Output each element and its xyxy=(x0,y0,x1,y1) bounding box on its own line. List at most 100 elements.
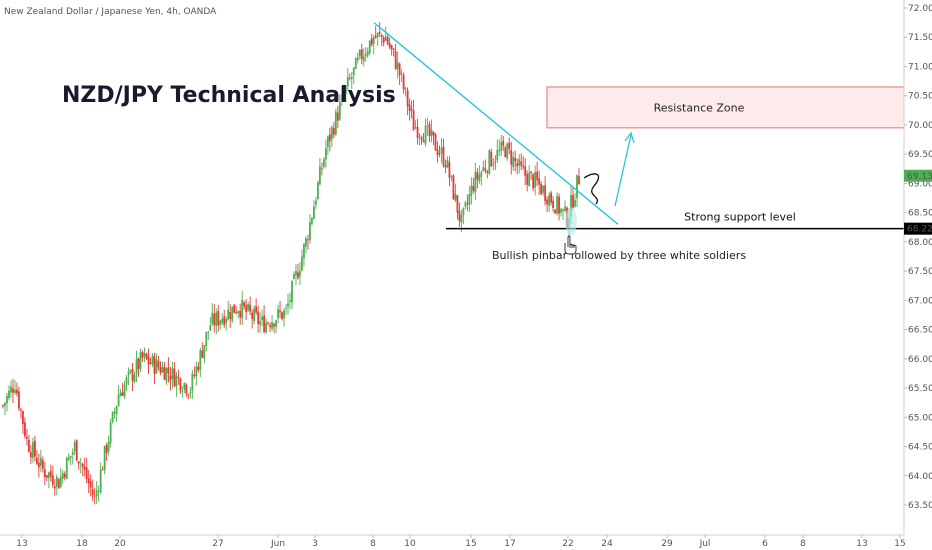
candle xyxy=(318,158,321,186)
candle-body xyxy=(350,76,353,80)
candle xyxy=(424,118,427,147)
candle xyxy=(91,479,94,501)
candle-body xyxy=(175,375,178,387)
candle xyxy=(350,71,353,89)
candle xyxy=(237,310,240,319)
candle xyxy=(532,173,535,192)
candle-body xyxy=(237,311,240,314)
candle xyxy=(542,184,545,196)
price-tick-label: 64.000 xyxy=(908,472,932,482)
candle-body xyxy=(235,312,238,314)
candle xyxy=(111,411,114,424)
candle-body xyxy=(299,270,301,277)
candle xyxy=(271,314,273,331)
candle-body xyxy=(26,436,28,439)
candle xyxy=(99,462,102,495)
candle-body xyxy=(520,161,523,166)
candle xyxy=(24,417,26,439)
candle xyxy=(506,142,509,161)
candle-body xyxy=(305,238,307,247)
candle-body xyxy=(530,171,533,173)
candle-body xyxy=(39,457,42,466)
candle-body xyxy=(173,368,176,387)
candle xyxy=(6,392,8,412)
candle xyxy=(297,264,299,280)
time-tick-label: Jul xyxy=(699,539,711,549)
candle-body xyxy=(8,390,10,398)
candle-body xyxy=(562,209,564,211)
candle xyxy=(311,216,313,226)
price-tick-label: 72.000 xyxy=(908,4,932,14)
candle xyxy=(450,175,453,182)
candle xyxy=(438,145,441,158)
candle xyxy=(448,156,451,187)
candle xyxy=(235,306,238,315)
candle xyxy=(151,353,154,368)
candle-body xyxy=(111,412,114,422)
candle xyxy=(159,361,162,376)
candle xyxy=(20,407,22,419)
candle xyxy=(183,382,186,393)
candle-body xyxy=(303,244,305,259)
candle xyxy=(207,331,210,341)
resistance-zone[interactable] xyxy=(546,86,905,129)
candle xyxy=(259,312,262,333)
candle-body xyxy=(10,386,12,393)
candle xyxy=(97,485,100,502)
candle-body xyxy=(205,332,208,346)
candle xyxy=(171,361,174,389)
candle-body xyxy=(247,303,250,311)
candle-body xyxy=(47,472,50,478)
candle xyxy=(394,43,397,71)
candle xyxy=(65,456,68,480)
descending-trendline[interactable] xyxy=(373,22,619,225)
candle-body xyxy=(388,43,391,48)
candle xyxy=(87,469,90,494)
candle-body xyxy=(502,140,505,146)
candle-body xyxy=(115,406,118,414)
candle-body xyxy=(412,110,415,131)
candle xyxy=(229,304,232,328)
current-price-badge xyxy=(904,169,932,182)
candle-body xyxy=(243,302,246,307)
hand-cursor-icon xyxy=(564,235,577,255)
candle-body xyxy=(133,375,136,382)
candle xyxy=(265,318,267,334)
candle-body xyxy=(504,147,507,158)
candle xyxy=(309,214,311,244)
candle xyxy=(213,303,216,333)
time-tick-label: 24 xyxy=(601,539,613,549)
candle xyxy=(301,249,303,272)
candle xyxy=(500,134,503,157)
candle xyxy=(57,478,60,489)
candle-body xyxy=(153,356,156,374)
candle-body xyxy=(344,85,347,95)
candle xyxy=(512,151,515,171)
candle-body xyxy=(267,323,269,325)
candle xyxy=(241,290,244,326)
candle-body xyxy=(123,384,126,397)
candle xyxy=(502,135,505,152)
candle-body xyxy=(418,135,421,137)
candle xyxy=(169,366,172,391)
candle xyxy=(263,305,265,334)
candle-body xyxy=(16,389,18,394)
candle-body xyxy=(147,356,150,365)
time-axis[interactable]: 13 18 20 27 Jun 3 8 10 15 17 22 24 29 Jul 6 8 13 15 xyxy=(16,535,906,549)
candle xyxy=(552,196,554,213)
candle-body xyxy=(348,77,351,79)
candle-body xyxy=(364,54,367,57)
candle xyxy=(51,465,54,488)
candle-body xyxy=(261,316,264,320)
candle-body xyxy=(340,94,343,102)
candle-body xyxy=(249,304,252,312)
candle-body xyxy=(141,351,144,358)
candle xyxy=(2,404,4,409)
time-tick-label: 29 xyxy=(661,539,673,549)
candle-body xyxy=(12,388,14,393)
candle-body xyxy=(257,311,260,324)
candle xyxy=(392,48,395,57)
price-axis[interactable]: 72.000 71.500 71.000 70.500 70.000 69.500 69.0… xyxy=(904,4,932,511)
